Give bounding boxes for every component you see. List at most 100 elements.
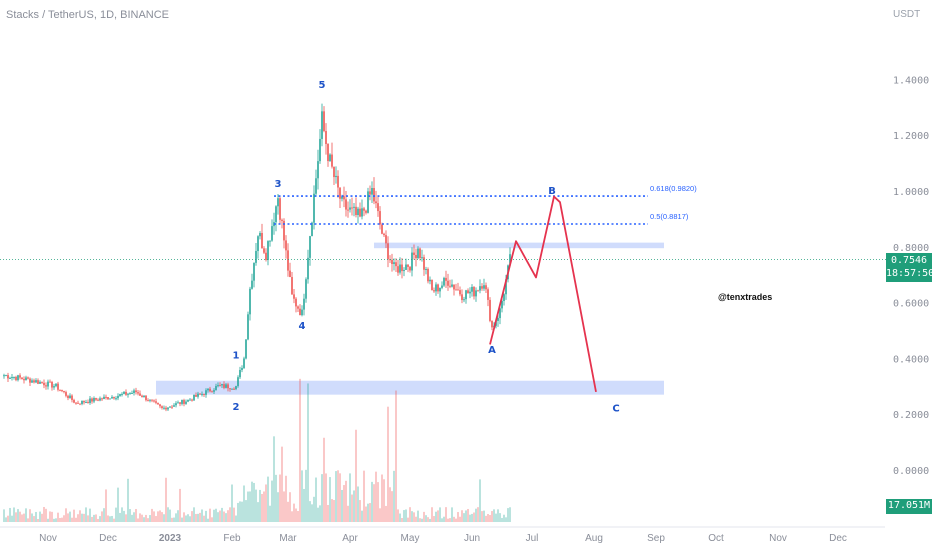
candle xyxy=(361,199,363,220)
candle-body xyxy=(271,226,273,241)
candle xyxy=(277,194,279,215)
candle xyxy=(419,247,421,261)
candle-body xyxy=(87,402,89,404)
volume-bar xyxy=(181,517,183,522)
x-tick-label: Dec xyxy=(829,533,847,544)
volume-bar xyxy=(327,504,329,522)
candle xyxy=(483,278,485,291)
candle xyxy=(223,381,225,390)
volume-bar xyxy=(267,476,269,522)
volume-bar xyxy=(331,499,333,522)
volume-bar xyxy=(163,514,165,522)
candle xyxy=(441,281,443,290)
volume-bar xyxy=(371,481,373,522)
volume-bar xyxy=(329,477,331,522)
volume-bar xyxy=(361,510,363,522)
volume-bar xyxy=(419,518,421,522)
candle xyxy=(301,305,303,317)
candle xyxy=(333,166,335,186)
candle-body xyxy=(251,280,253,289)
candle xyxy=(5,374,7,377)
candle-body xyxy=(153,400,155,402)
candle-body xyxy=(115,398,117,400)
volume-bar xyxy=(87,515,89,522)
candle-body xyxy=(341,196,343,199)
candle-body xyxy=(357,208,359,215)
x-tick-label: Jul xyxy=(526,533,539,544)
volume-bar xyxy=(293,503,295,522)
candle-body xyxy=(117,395,119,399)
volume-bar xyxy=(403,510,405,522)
candle-body xyxy=(135,390,137,393)
candle xyxy=(469,287,471,299)
volume-bar xyxy=(455,518,457,522)
projection-line xyxy=(489,195,597,393)
volume-badge: 17.051M xyxy=(886,499,932,514)
candle xyxy=(249,286,251,321)
volume-bar xyxy=(425,515,427,522)
volume-bar xyxy=(363,470,365,522)
candle xyxy=(19,373,21,380)
volume-bar xyxy=(415,516,417,522)
candle xyxy=(89,395,91,405)
volume-bar xyxy=(71,517,73,522)
candle xyxy=(127,392,129,398)
candle xyxy=(7,372,9,382)
candle-body xyxy=(145,395,147,401)
candle xyxy=(369,185,371,201)
candle xyxy=(405,258,407,271)
volume-bar xyxy=(241,501,243,522)
candle-body xyxy=(447,280,449,286)
candle xyxy=(125,389,127,396)
volume-bar xyxy=(113,518,115,522)
candle xyxy=(291,271,293,295)
volume-bar xyxy=(115,507,117,522)
candle xyxy=(489,297,491,323)
candle-body xyxy=(169,406,171,408)
volume-bar xyxy=(33,516,35,522)
volume-bar xyxy=(61,517,63,522)
volume-bar xyxy=(229,507,231,522)
candle-body xyxy=(161,406,163,409)
candle xyxy=(69,393,71,399)
candle xyxy=(231,388,233,390)
candle-body xyxy=(413,252,415,255)
candle-body xyxy=(279,198,281,220)
volume-bar xyxy=(173,517,175,522)
volume-bar xyxy=(219,510,221,522)
candle-body xyxy=(349,207,351,210)
candle-body xyxy=(503,294,505,302)
candle-body xyxy=(49,381,51,383)
volume-bar xyxy=(45,508,47,522)
candle xyxy=(421,249,423,262)
volume-bar xyxy=(313,496,315,522)
candle xyxy=(331,142,333,169)
volume-bar xyxy=(131,514,133,522)
candle xyxy=(123,391,125,395)
candle-body xyxy=(47,381,49,387)
support-resistance-zones xyxy=(156,242,664,395)
candle-body xyxy=(53,386,55,388)
candle-body xyxy=(229,388,231,390)
last-price-badge: 0.7546 18:57:50 xyxy=(886,253,932,282)
volume-bar xyxy=(347,505,349,522)
candle xyxy=(317,149,319,190)
x-tick-label: Nov xyxy=(769,533,787,544)
volume-bar xyxy=(193,507,195,522)
volume-bar xyxy=(195,513,197,522)
candle xyxy=(103,394,105,400)
candle xyxy=(403,267,405,277)
volume-bar xyxy=(339,473,341,522)
volume-bar xyxy=(107,515,109,522)
candle xyxy=(373,177,375,205)
candlesticks xyxy=(3,103,511,412)
volume-bar xyxy=(127,478,129,522)
candle-body xyxy=(363,208,365,211)
candle-body xyxy=(497,318,499,321)
volume-bar xyxy=(333,500,335,522)
candle-body xyxy=(35,380,37,383)
candle xyxy=(61,389,63,393)
candle xyxy=(329,153,331,162)
candle-body xyxy=(299,308,301,316)
